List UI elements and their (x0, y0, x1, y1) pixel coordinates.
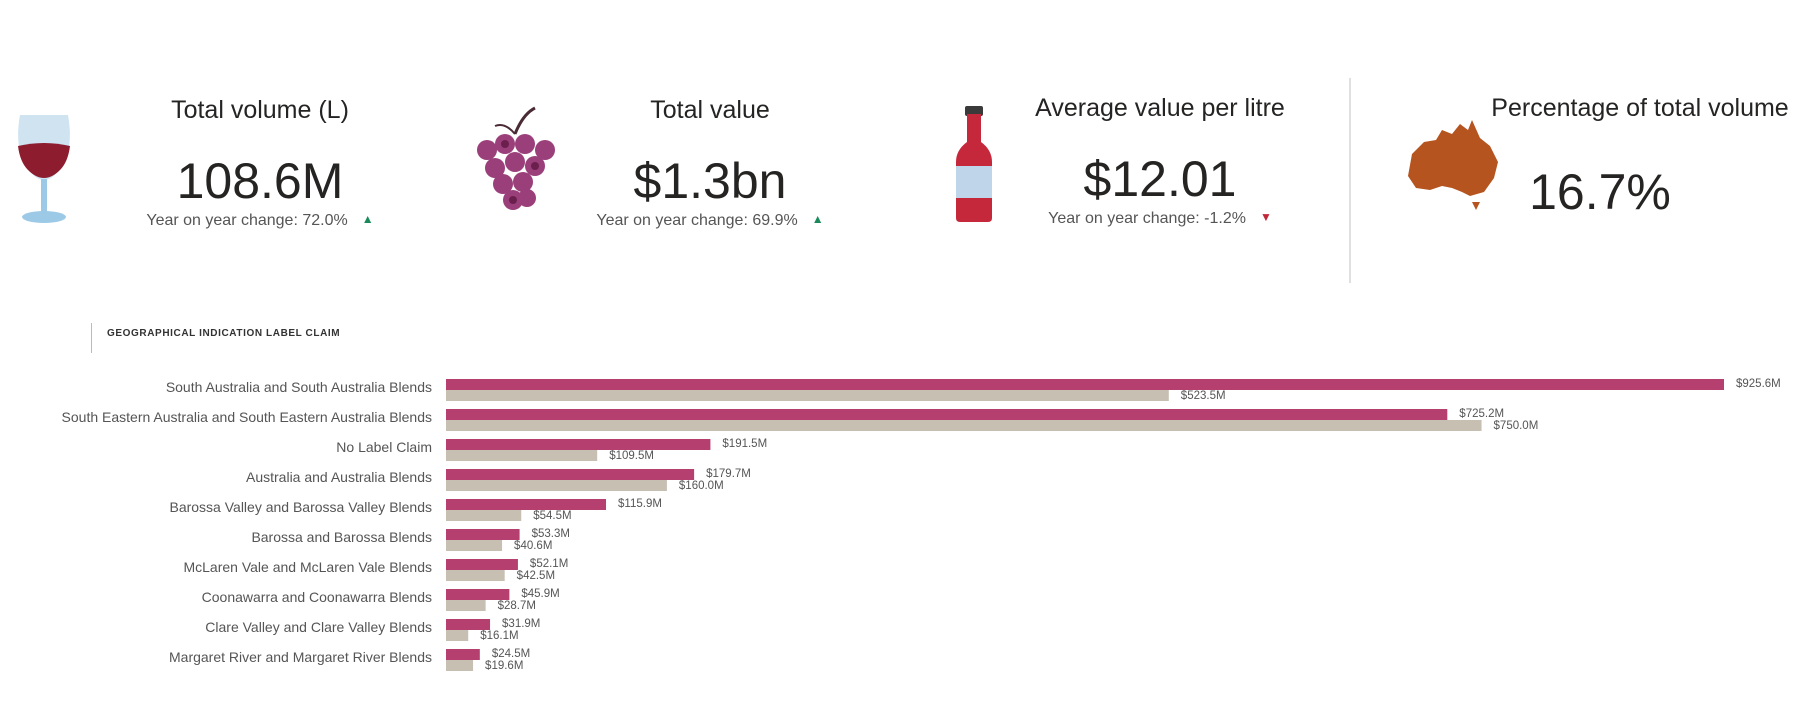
bar-series-1 (446, 619, 491, 630)
bar-series-1 (446, 499, 607, 510)
data-label-series-2: $523.5M (1181, 390, 1226, 402)
bar-series-2 (446, 480, 667, 491)
bar-series-2 (446, 540, 503, 551)
data-label-series-1: $925.6M (1736, 378, 1781, 390)
bar-series-2 (446, 510, 522, 521)
bar-series-1 (446, 439, 711, 450)
kpi-change-text: Year on year change: 72.0% (146, 212, 348, 229)
data-label-series-2: $16.1M (480, 630, 518, 642)
bar-series-1 (446, 409, 1448, 420)
kpi-title: Percentage of total volume (1491, 94, 1789, 122)
data-label-series-1: $725.2M (1459, 408, 1504, 420)
bar-series-1 (446, 649, 480, 660)
data-label-series-1: $45.9M (521, 588, 559, 600)
data-label-series-1: $191.5M (722, 438, 767, 450)
category-label: Barossa and Barossa Blends (251, 529, 432, 545)
bar-series-1 (446, 529, 520, 540)
category-label: Australia and Australia Blends (246, 469, 432, 485)
category-label: Barossa Valley and Barossa Valley Blends (169, 499, 432, 515)
arrow-up-icon: ▲ (361, 212, 374, 226)
data-label-series-2: $28.7M (498, 600, 536, 612)
kpi-card-total-volume: Total volume (L) 108.6M Year on year cha… (0, 60, 440, 260)
data-label-series-2: $109.5M (609, 450, 654, 462)
bar-series-1 (446, 559, 518, 570)
data-label-series-1: $179.7M (706, 468, 751, 480)
kpi-change-text: Year on year change: -1.2% (1048, 210, 1246, 227)
kpi-value: 108.6M (176, 153, 344, 209)
data-label-series-1: $53.3M (532, 528, 570, 540)
category-label: No Label Claim (336, 439, 432, 455)
bar-series-2 (446, 630, 469, 641)
data-label-series-2: $42.5M (517, 570, 555, 582)
kpi-change: Year on year change: 69.9% ▲ (525, 212, 895, 230)
bar-series-1 (446, 589, 510, 600)
data-label-series-2: $160.0M (679, 480, 724, 492)
bar-series-2 (446, 420, 1482, 431)
kpi-card-total-value: Total value $1.3bn Year on year change: … (455, 60, 895, 260)
data-label-series-2: $54.5M (533, 510, 571, 522)
bar-series-2 (446, 450, 598, 461)
bar-series-2 (446, 660, 474, 671)
data-label-series-1: $115.9M (618, 498, 662, 510)
kpi-value: $1.3bn (633, 153, 787, 209)
kpi-value: 16.7% (1529, 164, 1671, 220)
kpi-change-text: Year on year change: 69.9% (596, 212, 798, 229)
kpi-value: $12.01 (1083, 151, 1237, 207)
category-label: South Australia and South Australia Blen… (166, 379, 432, 395)
category-label: Margaret River and Margaret River Blends (169, 649, 432, 665)
category-label: McLaren Vale and McLaren Vale Blends (183, 559, 432, 575)
category-label: South Eastern Australia and South Easter… (62, 409, 432, 425)
bar-series-2 (446, 390, 1169, 401)
data-label-series-2: $750.0M (1494, 420, 1539, 432)
wine-bottle-icon (952, 106, 996, 229)
bar-series-2 (446, 600, 486, 611)
bar-series-1 (446, 469, 695, 480)
kpi-card-average-value: Average value per litre $12.01 Year on y… (920, 60, 1340, 260)
kpi-title: Total volume (L) (171, 96, 349, 124)
kpi-change: Year on year change: -1.2% ▼ (980, 210, 1340, 228)
category-label: Coonawarra and Coonawarra Blends (202, 589, 432, 605)
category-label: Clare Valley and Clare Valley Blends (205, 619, 432, 635)
wine-glass-icon (14, 110, 74, 235)
data-label-series-2: $19.6M (485, 660, 523, 672)
arrow-down-icon: ▼ (1259, 210, 1272, 224)
kpi-change: Year on year change: 72.0% ▲ (75, 212, 445, 230)
data-label-series-1: $24.5M (492, 648, 530, 660)
kpi-title: Average value per litre (1035, 94, 1285, 122)
grapes-icon (465, 104, 575, 229)
bar-chart: South Australia and South Australia Blen… (62, 378, 1781, 672)
data-label-series-1: $31.9M (502, 618, 540, 630)
divider (1349, 78, 1351, 283)
arrow-up-icon: ▲ (811, 212, 824, 226)
bar-series-1 (446, 379, 1724, 390)
kpi-title: Total value (650, 96, 770, 124)
bar-series-2 (446, 570, 505, 581)
australia-map-icon (1402, 116, 1502, 217)
data-label-series-2: $40.6M (514, 540, 552, 552)
chart-title: GEOGRAPHICAL INDICATION LABEL CLAIM (107, 328, 341, 339)
data-label-series-1: $52.1M (530, 558, 568, 570)
kpi-card-percentage-volume: Percentage of total volume 16.7% (1360, 60, 1800, 260)
chart-header-divider (91, 323, 92, 353)
